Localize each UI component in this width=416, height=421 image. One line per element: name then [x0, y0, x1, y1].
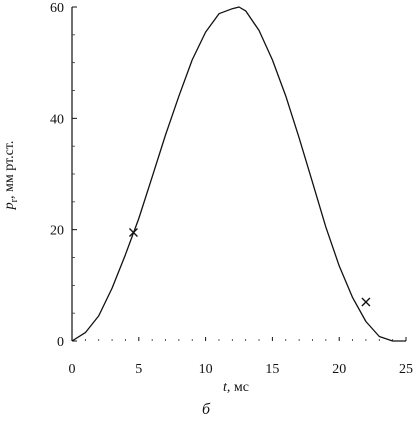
x-tick-label: 25	[399, 362, 413, 377]
x-tick-label: 20	[332, 362, 346, 377]
markers	[128, 227, 371, 307]
ticks: 0 5 10 15 20 25 0 20 40 60	[50, 1, 413, 377]
y-axis-title: pr, мм рт.ст.	[2, 141, 20, 211]
x-tick-label: 5	[135, 362, 142, 377]
data-point-marker	[361, 297, 371, 307]
series-line	[71, 6, 406, 342]
figure-caption: б	[202, 401, 211, 418]
y-tick-label: 60	[50, 1, 64, 16]
x-tick-label: 15	[265, 362, 279, 377]
x-tick-label: 0	[69, 362, 76, 377]
series	[71, 6, 406, 342]
data-point-marker	[128, 227, 138, 237]
marker-stroke	[128, 227, 138, 237]
y-tick-label: 20	[50, 224, 64, 239]
x-axis-title: t, мс	[223, 380, 249, 395]
y-tick-label: 0	[57, 335, 64, 350]
marker-stroke	[361, 297, 371, 307]
x-tick-label: 10	[199, 362, 213, 377]
y-tick-label: 40	[50, 112, 64, 127]
